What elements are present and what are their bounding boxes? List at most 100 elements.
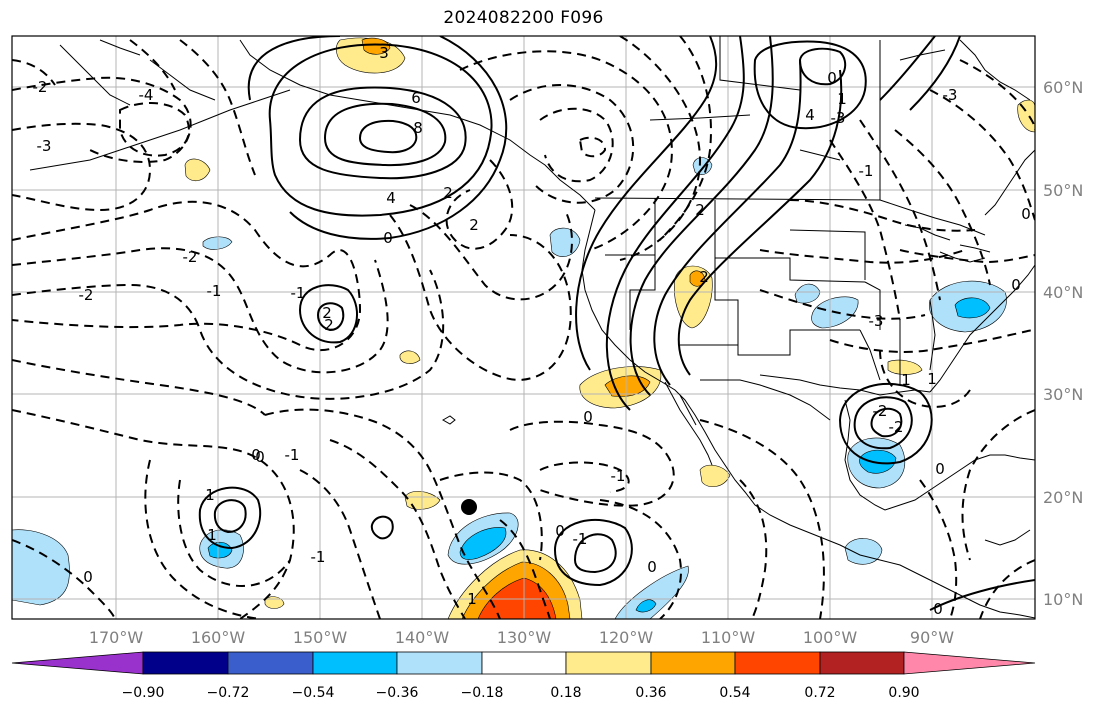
contour-s21	[753, 40, 867, 130]
contour-s7	[316, 302, 345, 332]
shade-cool-17	[844, 538, 883, 565]
shade-warm-13	[699, 464, 731, 488]
contour-label-38: 2	[699, 268, 709, 286]
contour-d5	[409, 204, 573, 301]
contour-label-7: -1	[291, 284, 306, 302]
lon-label-130w: 130°W	[497, 628, 552, 647]
lat-label-30n: 30°N	[1043, 385, 1083, 404]
contour-label-1: 3	[379, 44, 389, 62]
contour-label-13: -4	[139, 86, 154, 104]
mexico-border	[700, 379, 831, 421]
contour-d21	[539, 461, 630, 493]
map-panel: 3 6 8 4 0 2 -1 2 2 -2 -1 -2 -4 -3 -2 2 0…	[11, 35, 1036, 620]
contour-d23	[499, 519, 551, 619]
colorbar-segment-9	[819, 651, 905, 675]
contour-s23	[879, 36, 961, 111]
contour-label-2: 6	[411, 89, 421, 107]
contour-label-16: 2	[469, 216, 479, 234]
contour-d4	[389, 214, 572, 382]
colorbar-segment-6	[565, 651, 652, 675]
contour-label-41: 0	[933, 600, 943, 618]
contour-label-3: 8	[413, 119, 423, 137]
contour-d36	[899, 249, 1035, 264]
shade-warm-5	[361, 37, 391, 55]
colorbar	[11, 651, 1036, 675]
contour-label-14: -3	[37, 137, 52, 155]
solid-contours	[198, 36, 1035, 611]
colorbar-tick-1: −0.90	[122, 685, 165, 701]
contour-d32	[859, 119, 941, 301]
contour-label-44: -1	[285, 446, 300, 464]
contour-d44	[12, 59, 56, 86]
contour-d3	[12, 269, 445, 400]
contour-s6	[298, 284, 359, 344]
contour-label-8: 2	[322, 304, 332, 322]
contour-d10	[459, 50, 673, 251]
shade-cool-2	[459, 527, 507, 560]
contour-label-45: -1	[859, 162, 874, 180]
colorbar-extend-right	[903, 651, 1036, 675]
contour-label-35: 0	[1021, 205, 1031, 223]
contour-label-11: -1	[207, 282, 222, 300]
shade-cool-11	[954, 297, 991, 319]
contour-s10	[198, 486, 262, 550]
contour-s13	[838, 383, 933, 465]
contour-d38	[919, 479, 958, 619]
shade-cool-6	[614, 565, 689, 619]
contour-d19	[299, 469, 381, 619]
contour-s15	[870, 407, 903, 438]
contour-label-6: 2	[443, 184, 453, 202]
colorbar-tick-6: 0.18	[550, 685, 581, 701]
contour-s20	[575, 36, 718, 371]
colorbar-segment-5	[481, 651, 567, 675]
contour-label-18: -1	[611, 467, 626, 485]
colorbar-tick-5: −0.18	[461, 685, 504, 701]
colorbar-tick-8: 0.54	[719, 685, 750, 701]
contour-d34	[929, 89, 1035, 221]
contour-d6	[445, 159, 514, 250]
colorbar-segment-4	[396, 651, 483, 675]
contour-d9	[578, 136, 607, 158]
colorbar-segment-1	[142, 651, 229, 675]
canada-us-border	[594, 197, 986, 236]
colorbar-tick-2: −0.72	[207, 685, 250, 701]
colorbar-extend-left	[11, 651, 144, 675]
contour-d47	[979, 559, 1035, 619]
contour-d46	[961, 409, 1035, 561]
contour-labels: 3 6 8 4 0 2 -1 2 2 -2 -1 -2 -4 -3 -2 2 0…	[33, 44, 1031, 618]
contour-d8	[539, 107, 614, 183]
lat-label-60n: 60°N	[1043, 78, 1083, 97]
contour-d14	[177, 479, 291, 587]
lat-label-20n: 20°N	[1043, 488, 1083, 507]
contour-label-26: 0	[251, 446, 261, 464]
shade-warm-15	[887, 359, 923, 375]
contour-d17	[264, 408, 501, 619]
contour-d26	[739, 479, 768, 619]
contour-d20	[509, 420, 675, 507]
contour-s22	[798, 47, 847, 86]
us-west-coast	[581, 209, 941, 586]
central-america	[939, 529, 1035, 619]
contour-d37	[879, 349, 971, 408]
contour-d15	[144, 459, 261, 619]
alaska-coast	[29, 39, 596, 211]
contour-label-30: 0	[827, 69, 837, 87]
contour-d35	[959, 59, 1035, 131]
lon-label-170w: 170°W	[89, 628, 144, 647]
contour-label-21: 1	[467, 590, 477, 608]
coastlines	[29, 36, 1035, 619]
shade-warm-12	[399, 350, 421, 364]
lat-label-10n: 10°N	[1043, 590, 1083, 609]
colorbar-tick-4: −0.36	[376, 685, 419, 701]
shade-warm-10	[184, 158, 211, 182]
shade-warm-14	[1017, 99, 1035, 133]
contour-d22	[439, 471, 543, 561]
shade-cool-9	[859, 449, 897, 474]
contour-d29	[759, 249, 966, 264]
contour-d16	[12, 539, 116, 619]
baja-coast	[664, 381, 713, 466]
contour-label-40: 1	[927, 370, 937, 388]
contour-label-29: -3	[831, 109, 846, 127]
contour-label-17: 0	[583, 408, 593, 426]
